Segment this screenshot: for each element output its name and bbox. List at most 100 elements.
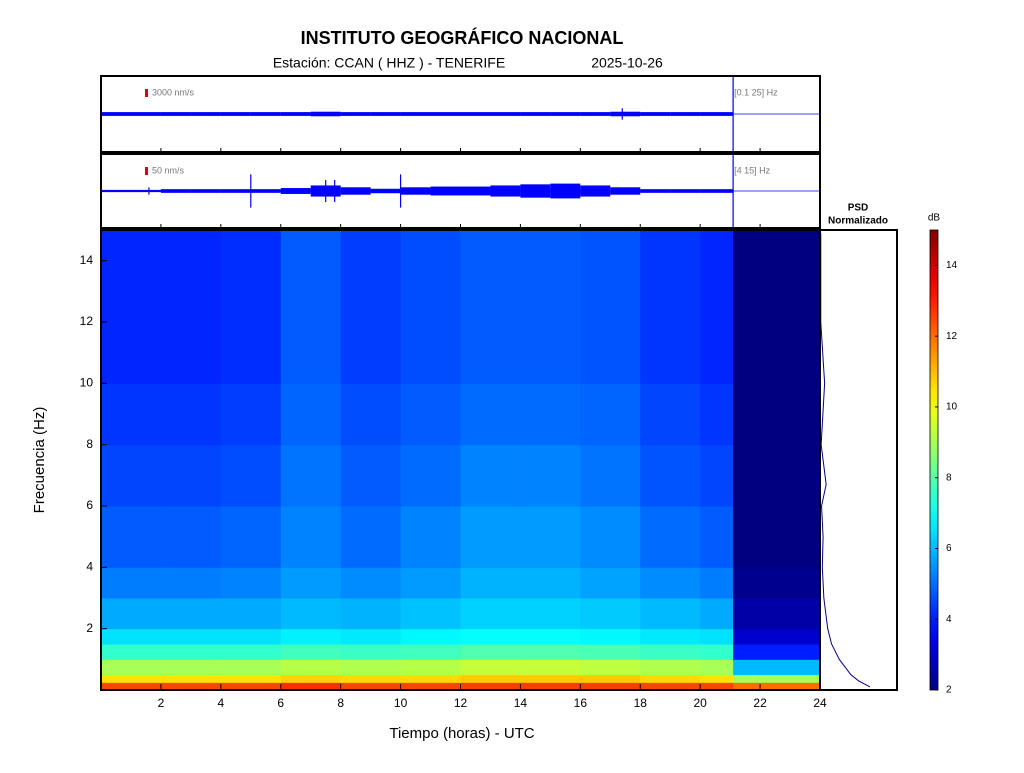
heatmap-cell xyxy=(700,628,734,645)
heatmap-cell xyxy=(700,598,734,630)
heatmap-cell xyxy=(160,383,222,446)
heatmap-cell xyxy=(460,506,521,568)
heatmap-cell xyxy=(700,383,734,446)
trace-envelope xyxy=(400,187,431,195)
y-tick-label: 10 xyxy=(80,376,94,390)
heatmap-cell xyxy=(460,230,521,384)
trace-envelope xyxy=(280,188,311,194)
chart-subtitle: Estación: CCAN ( HHZ ) - TENERIFE xyxy=(273,55,505,71)
trace-envelope xyxy=(340,187,371,195)
trace-envelope xyxy=(130,189,161,193)
trace-envelope xyxy=(220,189,251,193)
x-tick-label: 14 xyxy=(514,696,528,710)
colorbar-tick-label: 12 xyxy=(946,331,958,342)
trace-envelope xyxy=(640,112,671,116)
heatmap-cell xyxy=(640,659,701,676)
mean-spectrum-band xyxy=(733,659,820,676)
heatmap-cell xyxy=(460,682,521,691)
x-tick-label: 10 xyxy=(394,696,408,710)
trace-envelope xyxy=(460,186,491,196)
x-tick-label: 2 xyxy=(158,696,165,710)
heatmap-cell xyxy=(520,444,581,507)
heatmap-cell xyxy=(640,682,701,691)
heatmap-cell xyxy=(700,674,734,683)
trace-envelope xyxy=(370,112,401,116)
heatmap-cell xyxy=(220,444,282,507)
heatmap-cell xyxy=(220,682,282,691)
trace-envelope xyxy=(640,189,671,193)
heatmap-cell xyxy=(160,506,222,568)
heatmap-cell xyxy=(520,567,581,599)
trace-envelope xyxy=(430,112,461,116)
heatmap-cell xyxy=(640,598,701,630)
heatmap-cell xyxy=(580,682,641,691)
mean-spectrum-band xyxy=(733,628,820,645)
trace-envelope xyxy=(730,189,734,193)
heatmap-cell xyxy=(280,383,342,446)
heatmap-cell xyxy=(220,644,282,660)
trace-envelope xyxy=(160,112,191,116)
heatmap-cell xyxy=(580,567,641,599)
heatmap-cell xyxy=(400,567,461,599)
trace-envelope xyxy=(730,112,734,116)
heatmap-cell xyxy=(520,659,581,676)
heatmap-cell xyxy=(280,682,342,691)
trace-scale-label: 50 nm/s xyxy=(152,165,185,175)
heatmap-cell xyxy=(400,383,461,446)
heatmap-cell xyxy=(340,598,402,630)
y-tick-label: 4 xyxy=(86,560,93,574)
colorbar-tick-label: 10 xyxy=(946,402,958,413)
heatmap-cell xyxy=(640,383,701,446)
psd-line xyxy=(820,233,871,688)
heatmap-cell xyxy=(460,628,521,645)
heatmap-cell xyxy=(340,230,402,384)
mean-spectrum-band xyxy=(733,674,820,683)
trace-envelope xyxy=(310,111,341,117)
heatmap-cell xyxy=(101,383,162,446)
heatmap-cell xyxy=(460,567,521,599)
trace-envelope xyxy=(670,112,701,116)
trace-envelope xyxy=(550,112,581,116)
heatmap-cell xyxy=(520,506,581,568)
heatmap-cell xyxy=(220,659,282,676)
heatmap-cell xyxy=(580,444,641,507)
heatmap-cell xyxy=(280,598,342,630)
chart-title: INSTITUTO GEOGRÁFICO NACIONAL xyxy=(301,27,624,48)
x-tick-label: 16 xyxy=(574,696,588,710)
heatmap-cell xyxy=(460,383,521,446)
colorbar-label: dB xyxy=(928,213,941,224)
heatmap-cell xyxy=(101,644,162,660)
heatmap-cell xyxy=(280,444,342,507)
heatmap-cell xyxy=(580,674,641,683)
trace-envelope xyxy=(520,184,551,198)
heatmap-cell xyxy=(160,628,222,645)
heatmap-cell xyxy=(580,230,641,384)
y-tick-label: 2 xyxy=(86,621,93,635)
heatmap-cell xyxy=(101,567,162,599)
trace-envelope xyxy=(700,112,731,116)
trace-envelope xyxy=(580,112,611,116)
colorbar-tick-label: 8 xyxy=(946,472,952,483)
heatmap-cell xyxy=(340,644,402,660)
trace-band-label: [0.1 25] Hz xyxy=(734,87,778,97)
mean-spectrum-band xyxy=(733,567,820,599)
heatmap-cell xyxy=(101,628,162,645)
trace-scale-label: 3000 nm/s xyxy=(152,87,195,97)
scale-marker xyxy=(145,89,148,97)
x-tick-label: 24 xyxy=(813,696,827,710)
heatmap-cell xyxy=(520,598,581,630)
heatmap-cell xyxy=(340,383,402,446)
heatmap-cell xyxy=(580,659,641,676)
heatmap-cell xyxy=(460,598,521,630)
trace-envelope xyxy=(101,189,131,193)
trace-envelope xyxy=(490,185,521,197)
mean-spectrum-band xyxy=(733,506,820,568)
trace-envelope xyxy=(160,189,191,193)
x-tick-label: 8 xyxy=(337,696,344,710)
heatmap-cell xyxy=(101,506,162,568)
trace-envelope xyxy=(130,112,161,116)
heatmap-cell xyxy=(700,644,734,660)
heatmap-cell xyxy=(640,628,701,645)
colorbar-tick-label: 14 xyxy=(946,260,958,271)
